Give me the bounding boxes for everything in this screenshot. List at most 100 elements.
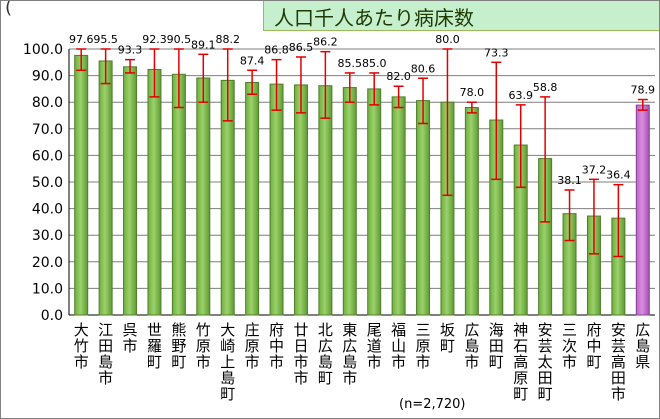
category-label: 原 [416,337,431,355]
category-label: 市 [416,353,431,371]
category-label: 呉 [123,321,138,339]
y-tick-label: 40.0 [32,202,63,218]
category-label: 竹 [74,337,89,355]
bar [123,66,138,316]
category-label: 次 [562,337,577,355]
bar [464,107,479,316]
bar [171,73,186,316]
category-label: 道 [367,337,382,355]
category-label: 高 [611,353,626,371]
category-label: 尾 [367,321,382,339]
category-label: 島 [342,353,357,371]
data-label: 86.2 [313,36,338,49]
category-label: 市 [196,353,211,371]
category-label: 市 [464,353,479,371]
category-label: 安 [538,321,553,339]
y-tick-label: 0.0 [41,308,63,324]
category-label: 中 [586,337,601,355]
data-label: 89.1 [191,38,216,51]
y-tick-label: 50.0 [32,175,63,191]
y-tick-label: 80.0 [32,95,63,111]
category-label: 原 [245,337,260,355]
data-label: 93.3 [118,44,143,57]
category-label: 市 [367,353,382,371]
category-label: 市 [342,369,357,387]
category-label: 上 [220,353,235,371]
category-label: 市 [245,353,260,371]
bar [391,96,406,316]
bar [245,82,260,316]
category-label: 廿 [293,321,308,339]
data-label: 95.5 [93,33,118,46]
category-label: 大 [220,321,235,339]
bar-highlight [635,104,650,316]
data-label: 78.0 [460,86,485,99]
category-label: 市 [293,353,308,371]
data-label: 88.2 [215,33,240,46]
bar [416,100,431,316]
category-label: 町 [538,385,553,403]
category-label: 町 [318,369,333,387]
left-paren: ( [5,0,13,18]
sample-size-note: (n=2,720) [399,397,466,412]
category-label: 世 [147,321,162,339]
y-tick-label: 90.0 [32,69,63,85]
bar [367,88,382,316]
bar [293,84,308,316]
y-tick-label: 70.0 [32,122,63,138]
y-tick-label: 100.0 [23,42,63,58]
category-label: 中 [269,337,284,355]
data-label: 92.3 [142,33,167,46]
category-label: 海 [489,321,504,339]
data-label: 86.5 [289,41,314,54]
category-label: 町 [171,353,186,371]
chart-title: 人口千人あたり病床数 [274,6,474,30]
category-label: 市 [611,385,626,403]
data-label: 38.1 [557,174,582,187]
category-label: 熊 [171,321,186,339]
data-label: 78.9 [631,84,656,97]
data-label: 97.6 [69,33,94,46]
category-label: 島 [98,353,113,371]
category-label: 江 [98,321,113,339]
bar [74,54,89,316]
category-label: 島 [318,353,333,371]
category-label: 町 [586,353,601,371]
category-label: 崎 [220,337,235,355]
category-label: 町 [220,385,235,403]
title-bar: 人口千人あたり病床数 [263,1,659,31]
bar [269,83,284,316]
bar [147,68,162,316]
category-label: 坂 [440,321,455,339]
category-label: 田 [611,369,626,387]
category-label: 町 [489,353,504,371]
category-label: 市 [269,353,284,371]
category-label: 太 [538,353,553,371]
category-label: 田 [98,337,113,355]
category-label: 町 [513,385,528,403]
category-label: 府 [269,321,284,339]
data-label: 86.8 [264,44,289,57]
y-tick-label: 10.0 [32,281,63,297]
category-label: 山 [391,337,406,355]
category-label: 原 [196,337,211,355]
category-label: 広 [464,321,479,339]
category-label: 芸 [611,337,626,355]
category-label: 市 [562,353,577,371]
category-label: 島 [635,337,650,355]
data-label: 82.0 [386,70,411,83]
category-label: 府 [586,321,601,339]
bar [342,87,357,316]
category-label: 野 [171,337,186,355]
category-label: 田 [538,369,553,387]
category-label: 芸 [538,337,553,355]
category-label: 高 [513,353,528,371]
category-label: 竹 [196,321,211,339]
category-label: 県 [635,353,650,371]
category-label: 島 [220,369,235,387]
category-label: 庄 [245,321,260,339]
bar [318,85,333,316]
y-tick-label: 30.0 [32,228,63,244]
